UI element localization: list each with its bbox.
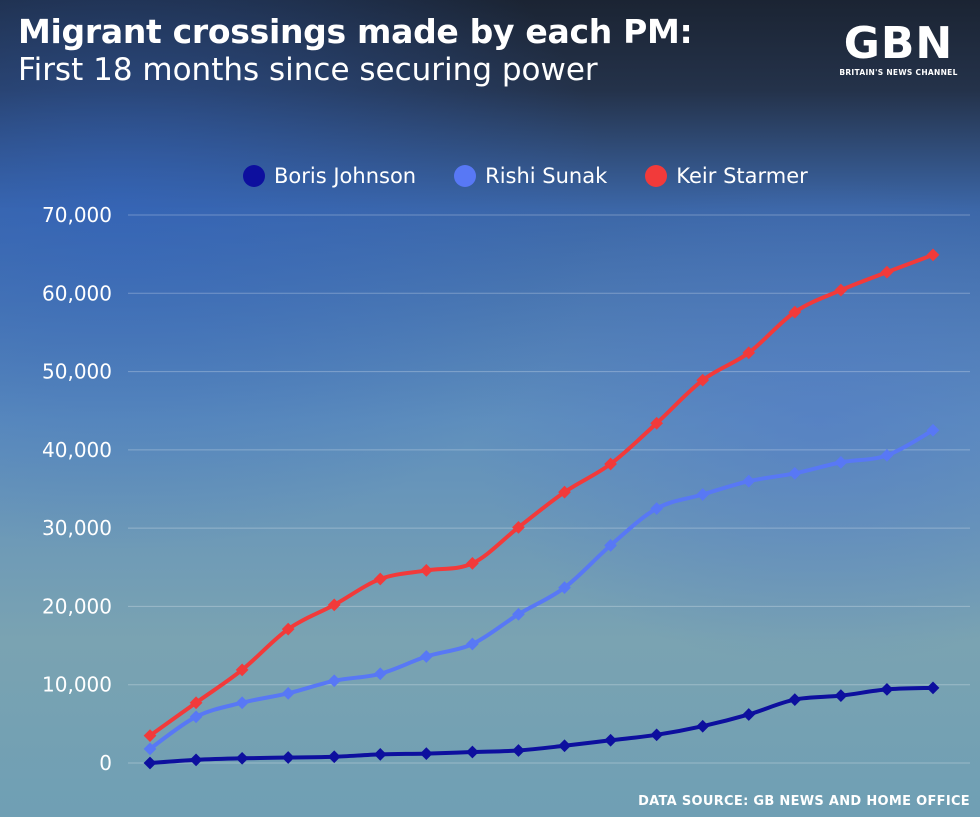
data-point xyxy=(327,674,341,688)
data-point xyxy=(558,739,571,753)
chart-subtitle: First 18 months since securing power xyxy=(18,52,598,88)
data-point xyxy=(143,756,157,770)
legend-swatch xyxy=(454,165,477,187)
series-line-keir-starmer xyxy=(148,253,934,738)
data-point xyxy=(373,572,387,586)
data-point xyxy=(373,667,387,681)
data-point xyxy=(696,488,710,501)
data-point xyxy=(235,696,249,710)
data-point xyxy=(880,265,894,279)
legend-swatch xyxy=(243,165,265,187)
legend: Boris Johnson Rishi Sunak Keir Starmer xyxy=(243,164,808,188)
data-point xyxy=(419,650,433,663)
data-point xyxy=(650,728,664,742)
data-source: DATA SOURCE: GB NEWS AND HOME OFFICE xyxy=(638,794,970,809)
data-point xyxy=(834,456,848,469)
data-point xyxy=(926,248,940,262)
data-point xyxy=(189,753,203,767)
legend-label: Boris Johnson xyxy=(274,164,417,188)
data-point xyxy=(512,744,525,757)
legend-swatch xyxy=(645,165,668,187)
data-point xyxy=(419,747,433,760)
legend-item-keir-starmer: Keir Starmer xyxy=(645,164,808,188)
y-tick-label: 30,000 xyxy=(42,516,112,540)
logo-mark: GBN xyxy=(843,18,954,69)
data-point xyxy=(327,750,341,764)
y-tick-label: 0 xyxy=(99,751,112,775)
series-line-rishi-sunak xyxy=(148,428,934,751)
y-tick-label: 50,000 xyxy=(42,360,112,384)
y-tick-label: 70,000 xyxy=(42,203,112,227)
legend-item-boris-johnson: Boris Johnson xyxy=(243,164,416,188)
data-point xyxy=(604,733,617,747)
data-point xyxy=(419,564,433,577)
y-tick-label: 10,000 xyxy=(42,673,112,697)
y-tick-label: 20,000 xyxy=(42,594,112,618)
gbnews-logo: GBN BRITAIN'S NEWS CHANNEL xyxy=(836,18,961,78)
data-point xyxy=(788,693,802,706)
data-point xyxy=(281,686,295,700)
data-point xyxy=(466,745,479,759)
y-tick-label: 40,000 xyxy=(42,438,112,462)
y-tick-label: 60,000 xyxy=(42,281,112,305)
data-point xyxy=(880,448,894,462)
data-point xyxy=(696,719,710,733)
legend-item-rishi-sunak: Rishi Sunak xyxy=(454,164,607,188)
data-point xyxy=(742,474,756,488)
legend-label: Rishi Sunak xyxy=(485,164,608,188)
chart-title: Migrant crossings made by each PM: xyxy=(18,12,693,51)
data-point xyxy=(834,283,848,297)
data-point xyxy=(281,751,295,764)
data-point xyxy=(926,681,940,695)
data-point xyxy=(373,748,387,761)
data-point xyxy=(834,689,848,703)
logo-tagline: BRITAIN'S NEWS CHANNEL xyxy=(839,68,958,77)
data-point xyxy=(788,466,802,480)
legend-label: Keir Starmer xyxy=(676,164,808,188)
data-point xyxy=(742,708,756,721)
